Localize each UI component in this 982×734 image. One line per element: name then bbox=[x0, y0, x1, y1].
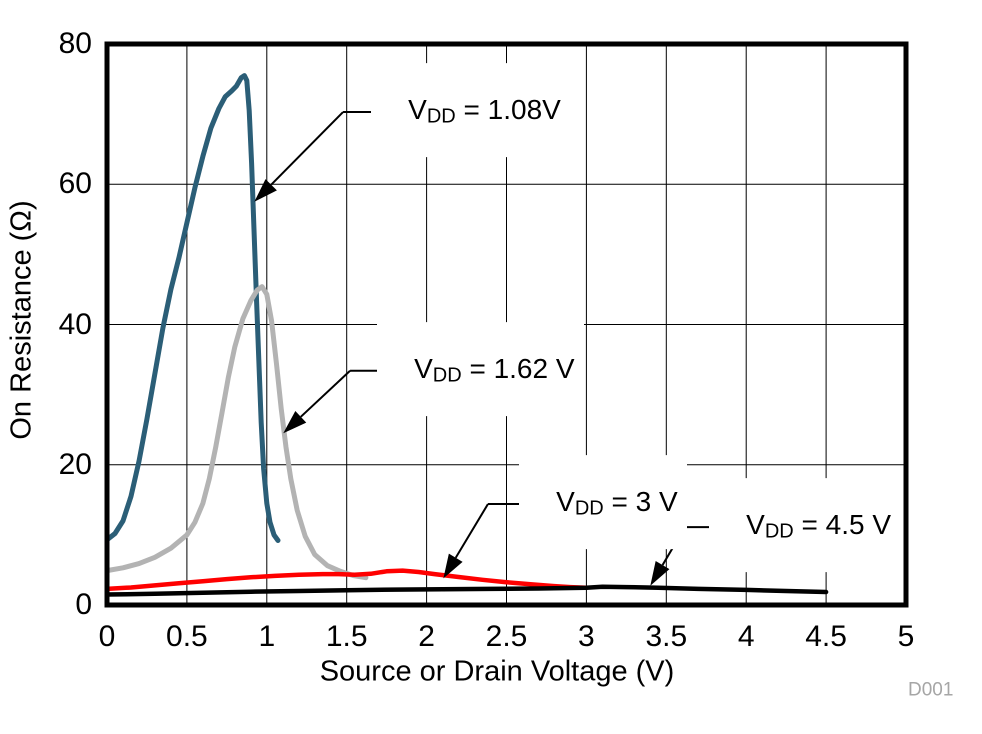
vdd-symbol: V bbox=[408, 94, 427, 126]
vdd-subscript: DD bbox=[426, 105, 456, 128]
x-tick-label: 4.5 bbox=[805, 620, 847, 653]
x-tick-label: 1 bbox=[258, 620, 276, 653]
annotation-arrowhead bbox=[443, 553, 463, 579]
vdd-symbol: V bbox=[556, 486, 575, 518]
curve-series-2 bbox=[104, 568, 589, 592]
x-tick-label: 1.5 bbox=[325, 620, 368, 653]
vdd-subscript: DD bbox=[432, 364, 462, 387]
vdd-symbol: V bbox=[746, 509, 765, 541]
x-tick-label: 3.5 bbox=[645, 620, 688, 653]
y-tick-label: 80 bbox=[58, 27, 92, 60]
vdd-subscript: DD bbox=[574, 497, 604, 520]
annotation-vdd-3v: VDD = 3 V bbox=[519, 455, 687, 550]
plot-border bbox=[104, 41, 909, 608]
annotation-leader bbox=[300, 370, 351, 418]
annotation-vdd-1-62v: VDD = 1.62 V bbox=[376, 321, 584, 416]
annotation-arrowhead bbox=[254, 179, 277, 202]
plot-id-watermark: D001 bbox=[908, 679, 954, 701]
annotation-arrowhead bbox=[283, 410, 307, 434]
x-tick-label: 0 bbox=[98, 620, 116, 653]
annotation-vdd-4-5v: VDD = 4.5 V bbox=[709, 478, 901, 573]
vdd-symbol: V bbox=[414, 352, 433, 384]
vdd-value: = 4.5 V bbox=[793, 509, 892, 541]
x-tick-label: 3 bbox=[578, 620, 595, 653]
annotation-leader bbox=[270, 111, 344, 186]
x-tick-label: 2 bbox=[418, 620, 435, 653]
y-tick-label: 60 bbox=[58, 167, 92, 201]
annotation-leader bbox=[454, 503, 489, 559]
x-axis-title: Source or Drain Voltage (V) bbox=[319, 655, 675, 688]
x-tick-label: 0.5 bbox=[166, 620, 208, 653]
x-tick-label: 4 bbox=[737, 620, 755, 653]
y-tick-label: 40 bbox=[58, 307, 92, 341]
annotation-arrowhead bbox=[650, 560, 670, 586]
x-tick-label: 2.5 bbox=[485, 620, 528, 653]
curve-series-3 bbox=[104, 584, 829, 597]
vdd-value: = 1.08V bbox=[455, 94, 561, 126]
x-tick-label: 5 bbox=[897, 620, 915, 653]
vdd-subscript: DD bbox=[764, 520, 794, 543]
vdd-value: = 3 V bbox=[603, 486, 678, 518]
annotation-vdd-1-08v: VDD = 1.08V bbox=[371, 63, 570, 158]
curve-series-0 bbox=[104, 73, 281, 543]
curve-series-1 bbox=[104, 284, 369, 581]
y-tick-label: 20 bbox=[58, 447, 92, 481]
vdd-value: = 1.62 V bbox=[461, 352, 575, 384]
y-tick-label: 0 bbox=[75, 588, 92, 621]
